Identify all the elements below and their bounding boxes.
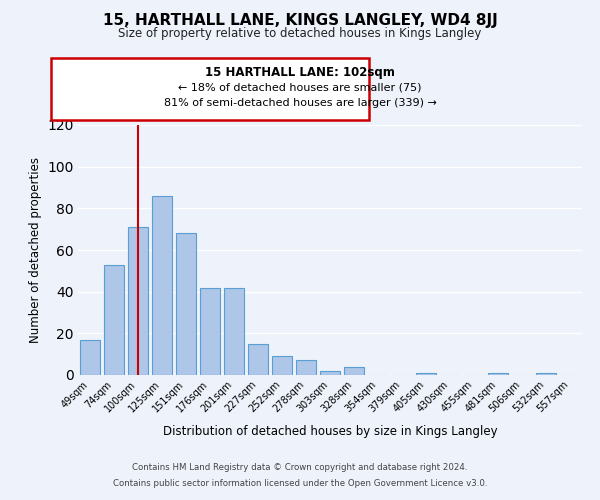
Text: Contains HM Land Registry data © Crown copyright and database right 2024.: Contains HM Land Registry data © Crown c… [132,464,468,472]
Bar [272,356,292,375]
Text: 81% of semi-detached houses are larger (339) →: 81% of semi-detached houses are larger (… [164,98,436,108]
Y-axis label: Number of detached properties: Number of detached properties [29,157,42,343]
Bar [536,373,556,375]
Bar [80,340,100,375]
Bar [176,234,196,375]
Text: Size of property relative to detached houses in Kings Langley: Size of property relative to detached ho… [118,28,482,40]
X-axis label: Distribution of detached houses by size in Kings Langley: Distribution of detached houses by size … [163,426,497,438]
Bar [320,371,340,375]
Bar [200,288,220,375]
Bar [224,288,244,375]
Text: 15 HARTHALL LANE: 102sqm: 15 HARTHALL LANE: 102sqm [205,66,395,79]
Bar [104,264,124,375]
Bar [152,196,172,375]
Bar [344,366,364,375]
Text: 15, HARTHALL LANE, KINGS LANGLEY, WD4 8JJ: 15, HARTHALL LANE, KINGS LANGLEY, WD4 8J… [103,12,497,28]
Bar [296,360,316,375]
Bar [488,373,508,375]
Text: ← 18% of detached houses are smaller (75): ← 18% of detached houses are smaller (75… [178,82,422,92]
Text: Contains public sector information licensed under the Open Government Licence v3: Contains public sector information licen… [113,478,487,488]
Bar [248,344,268,375]
Bar [128,227,148,375]
Bar [416,373,436,375]
